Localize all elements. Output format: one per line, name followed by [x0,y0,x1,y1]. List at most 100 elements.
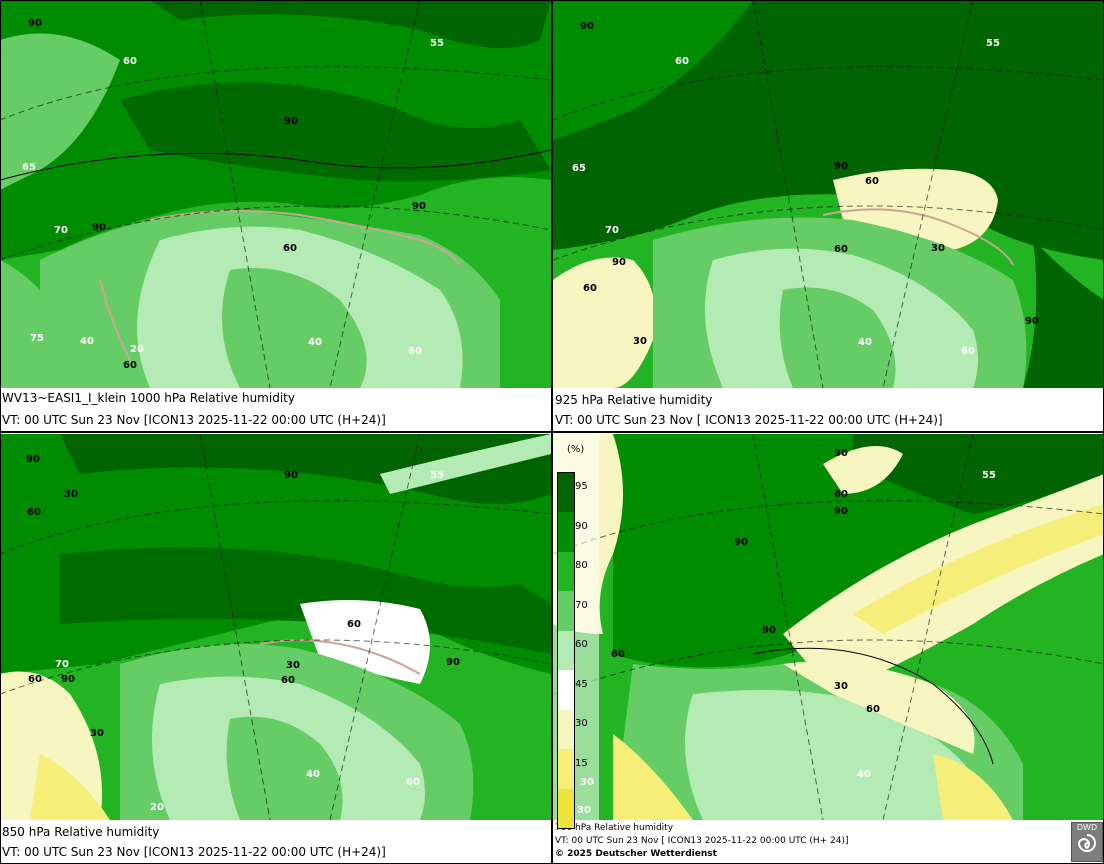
legend-colorbar [557,472,575,829]
dwd-logo-text: DWD [1076,823,1098,832]
contour-label: 55 [982,470,996,481]
map-panel-925hpa: 90 60 55 65 90 60 70 60 30 90 60 30 40 60 90 925 hPa R… [553,0,1104,432]
contour-label: 70 [55,659,69,670]
contour-label: 90 [734,537,748,548]
contour-label: 65 [22,162,36,173]
contour-label: 30 [90,728,104,739]
contour-label: 30 [834,448,848,459]
legend-tick-label: 15 [575,757,588,769]
caption-line1-700hpa: 700 hPa Relative humidity [553,822,1104,834]
contour-label: 60 [961,346,975,357]
caption-line2-700hpa: VT: 00 UTC Sun 23 Nov [ ICON13 2025-11-2… [553,835,1104,847]
caption-line2-925hpa: VT: 00 UTC Sun 23 Nov [ ICON13 2025-11-2… [553,410,1104,430]
contour-label: 60 [583,283,597,294]
contour-label: 90 [834,506,848,517]
legend-swatch [558,551,574,592]
legend-swatch [558,473,574,513]
contour-label: 55 [430,38,444,49]
contour-label: 30 [286,660,300,671]
contour-label: 60 [347,619,361,630]
contour-label: 30 [633,336,647,347]
legend-tick-label: 30 [575,718,588,730]
contour-label: 60 [675,56,689,67]
copyright-text: © 2025 Deutscher Wetterdienst [555,849,717,859]
caption-line2-850hpa: VT: 00 UTC Sun 23 Nov [ICON13 2025-11-22… [0,842,551,862]
humidity-map-850hpa: 90 90 55 30 60 60 30 60 90 70 60 90 30 40 60 20 [0,434,551,820]
caption-line1-1000hpa: WV13~EASI1_I_klein 1000 hPa Relative hum… [0,388,551,408]
legend-swatch [558,630,574,671]
contour-labels-925hpa: 90 60 55 65 90 60 70 60 30 90 60 30 40 60 90 [572,21,1039,357]
legend-tick-label: 95 [575,481,588,493]
contour-label: 70 [54,225,68,236]
legend-swatch [558,788,574,828]
legend-swatch [558,591,574,631]
contour-label: 90 [61,674,75,685]
contour-label: 55 [986,38,1000,49]
contour-label: 40 [308,337,322,348]
contour-label: 55 [430,470,444,481]
contour-label: 60 [865,176,879,187]
map-panel-1000hpa: 90 60 55 90 65 90 70 90 60 75 40 40 60 60 20 WV13~EASI… [0,0,551,432]
contour-label: 60 [283,243,297,254]
caption-line2-1000hpa: VT: 00 UTC Sun 23 Nov [ICON13 2025-11-22… [0,410,551,430]
contour-label: 65 [572,163,586,174]
contour-label: 70 [605,225,619,236]
contour-label: 90 [580,21,594,32]
contour-label: 60 [123,360,137,371]
contour-label: 90 [284,470,298,481]
legend-tick-label: 60 [575,639,588,651]
contour-label: 30 [834,681,848,692]
contour-label: 90 [284,116,298,127]
contour-label: 60 [123,56,137,67]
contour-label: 90 [92,222,106,233]
map-panel-700hpa: 30 55 60 90 90 90 60 30 60 40 30 700 hPa Relative … [553,434,1104,864]
legend-tick-label: 90 [575,520,588,532]
legend-swatch [558,749,574,789]
contour-label: 40 [858,337,872,348]
legend-tick-label: 70 [575,599,588,611]
dwd-swirl-icon [1077,834,1096,852]
contour-label: 75 [30,333,44,344]
contour-label: 40 [857,769,871,780]
contour-label: 90 [762,625,776,636]
contour-label: 90 [1025,316,1039,327]
contour-label: 90 [612,257,626,268]
contour-label: 60 [834,244,848,255]
caption-line1-925hpa: 925 hPa Relative humidity [553,390,1104,410]
contour-label: 60 [406,777,420,788]
contour-label: 20 [150,802,164,813]
contour-label: 60 [28,674,42,685]
contour-label: 20 [130,344,144,355]
contour-label: 90 [28,18,42,29]
legend-bottom-label: 30 [577,805,591,816]
map-panel-850hpa: 90 90 55 30 60 60 30 60 90 70 60 90 30 40 60 20 850 hPa… [0,434,551,864]
contour-label: 90 [26,454,40,465]
caption-line1-850hpa: 850 hPa Relative humidity [0,822,551,842]
humidity-map-1000hpa: 90 60 55 90 65 90 70 90 60 75 40 40 60 60 20 [0,0,551,388]
contour-label: 40 [80,336,94,347]
legend-swatch [558,670,574,710]
contour-labels-1000hpa: 90 60 55 90 65 90 70 90 60 75 40 40 60 60 20 [22,18,444,371]
legend-unit: (%) [567,444,585,455]
legend-swatch [558,709,574,750]
contour-label: 30 [931,243,945,254]
dwd-logo: DWD [1071,822,1103,862]
humidity-map-925hpa: 90 60 55 65 90 60 70 60 30 90 60 30 40 60 90 [553,0,1104,388]
contour-label: 90 [834,161,848,172]
contour-label: 60 [408,346,422,357]
legend-swatch [558,512,574,552]
legend-tick-label: 45 [575,678,588,690]
contour-label: 60 [281,675,295,686]
contour-label: 30 [64,489,78,500]
contour-label: 60 [834,489,848,500]
contour-labels-850hpa: 90 90 55 30 60 60 30 60 90 70 60 90 30 40 60 20 [26,454,460,813]
contour-label: 90 [412,201,426,212]
contour-label: 60 [611,649,625,660]
contour-label: 90 [446,657,460,668]
legend-tick-label: 80 [575,560,588,572]
humidity-legend: (%) 95 90 80 70 60 45 30 15 30 [553,432,599,829]
contour-label: 60 [866,704,880,715]
contour-label: 60 [27,507,41,518]
panel-separator-horizontal [0,431,1104,433]
